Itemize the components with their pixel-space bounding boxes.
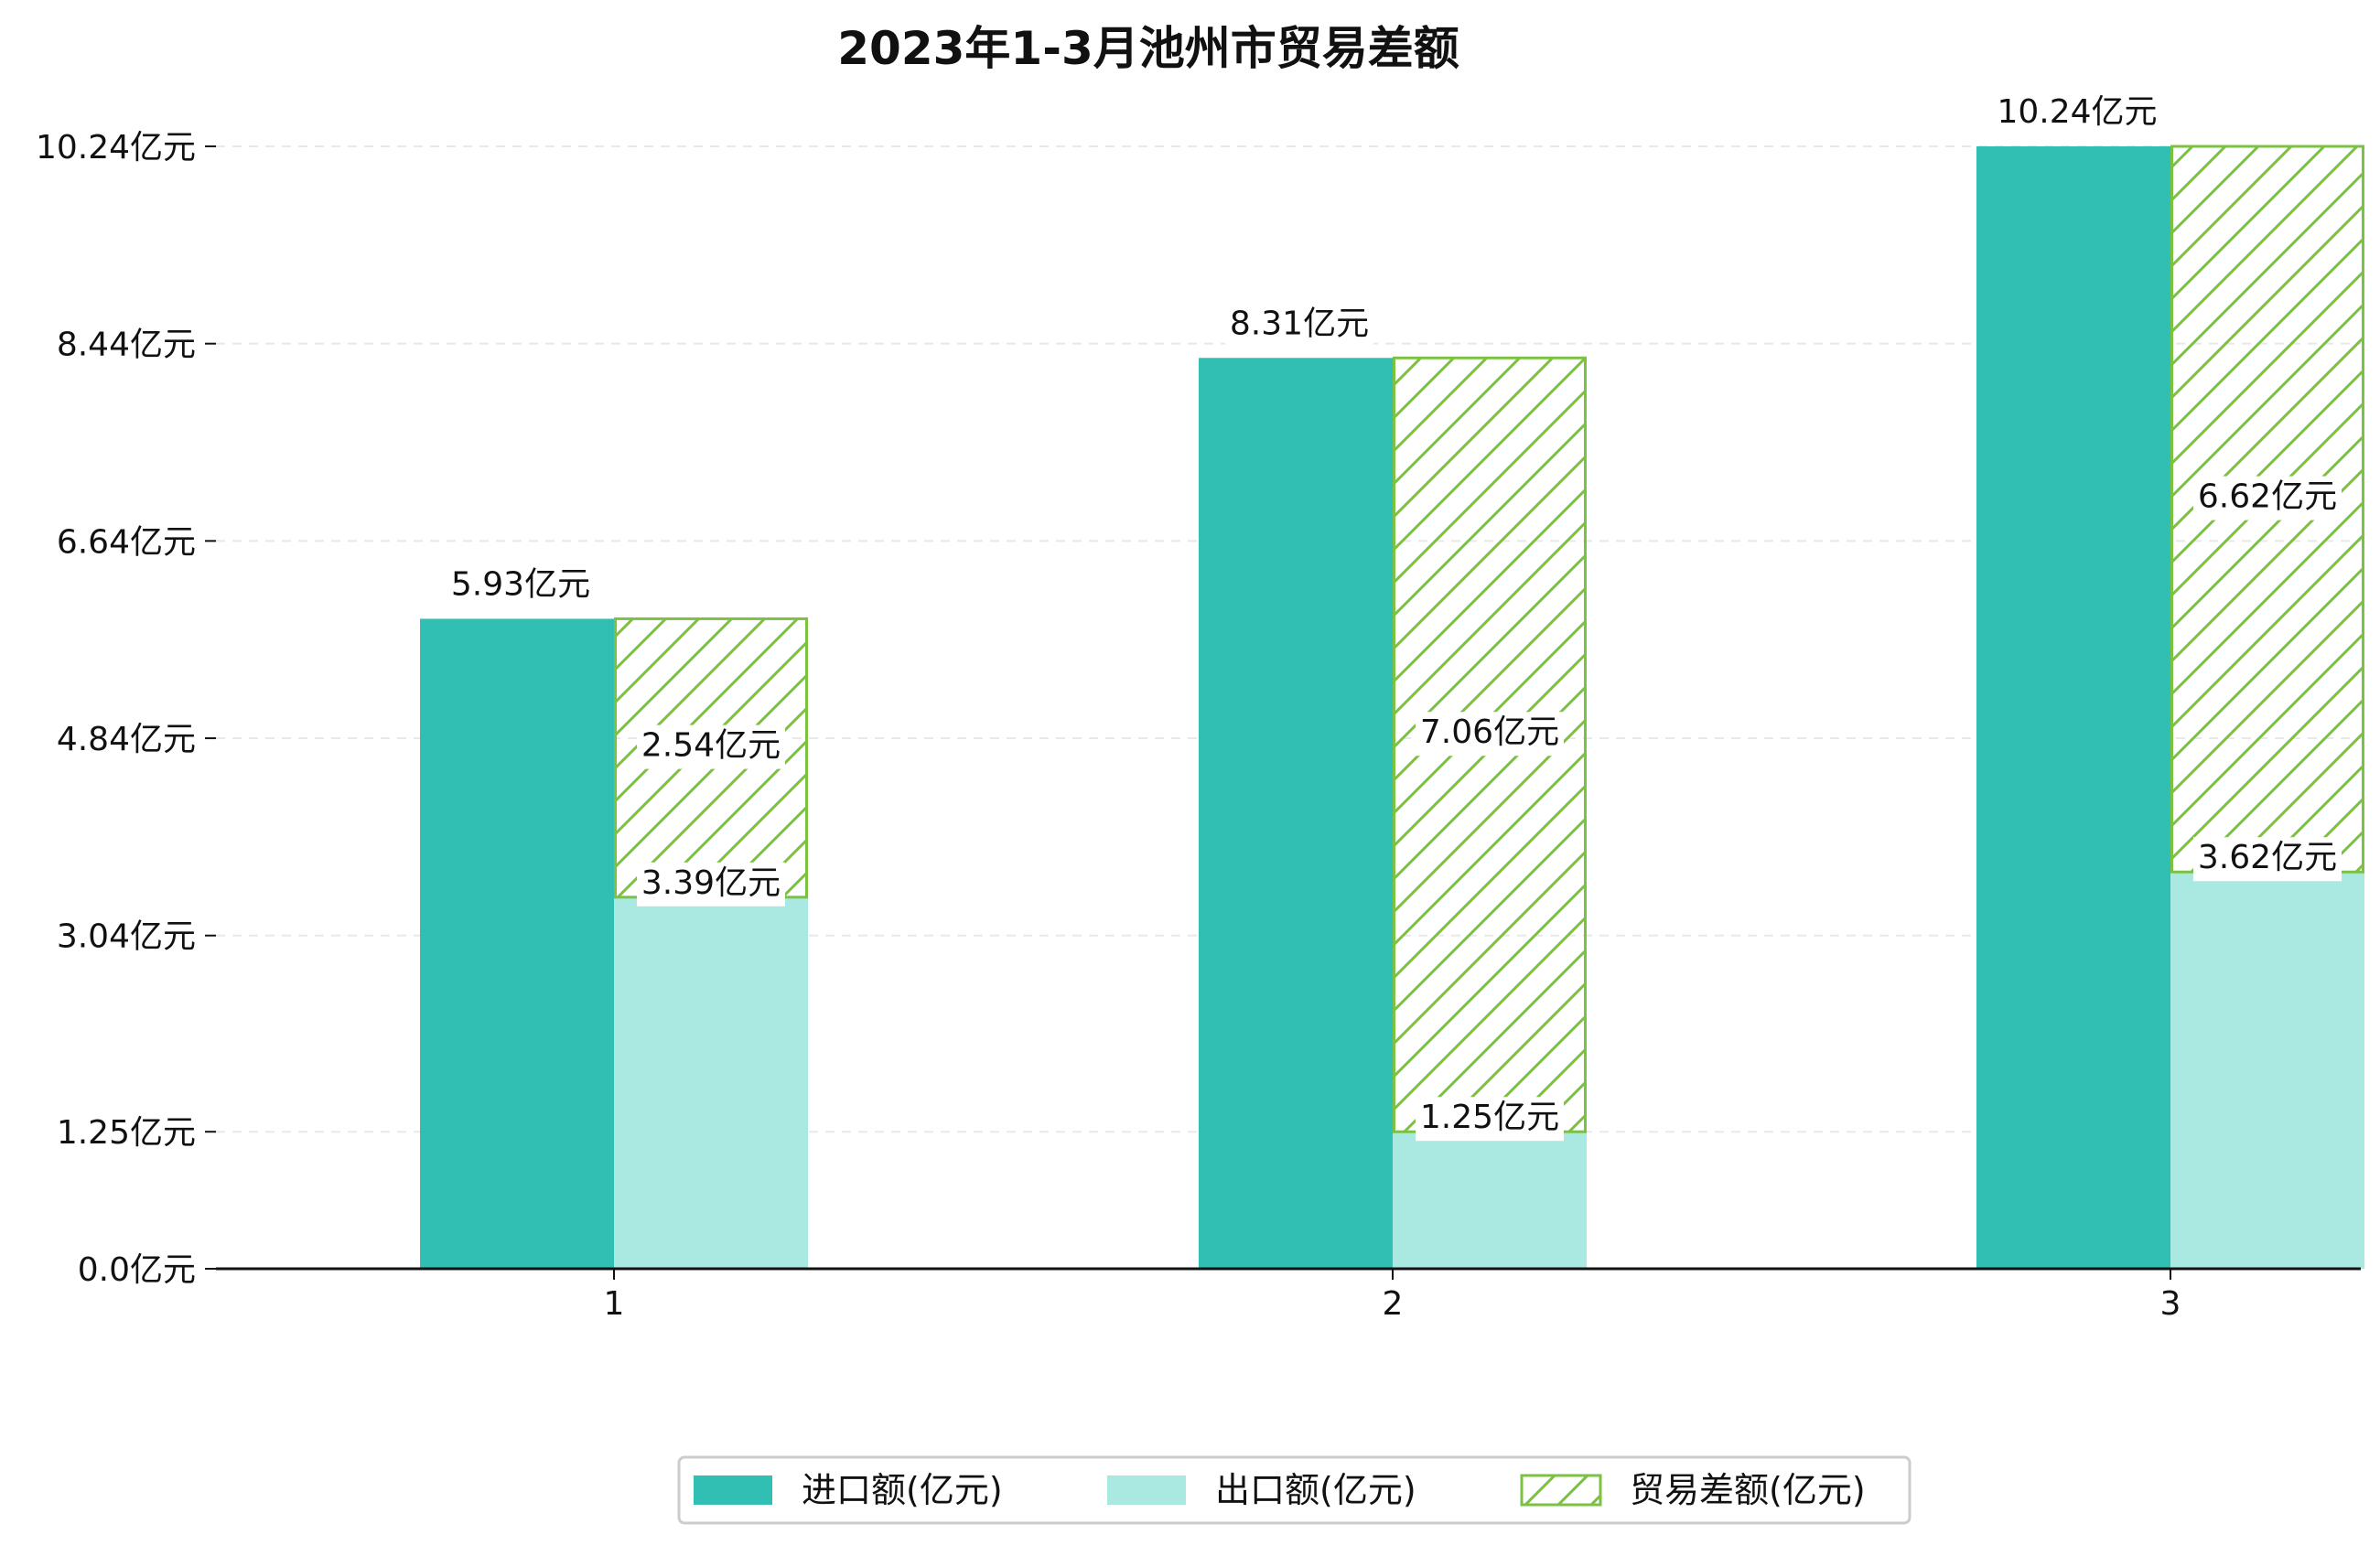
- legend-label: 进口额(亿元): [802, 1470, 1003, 1510]
- legend: 进口额(亿元) 出口额(亿元) 贸易差额(亿元): [677, 1455, 1912, 1525]
- legend-swatch: [1107, 1475, 1186, 1505]
- y-tick-label: 0.0亿元: [78, 1251, 196, 1289]
- data-label: 6.62亿元: [2198, 478, 2337, 516]
- data-label: 7.06亿元: [1420, 713, 1559, 751]
- y-tick-label: 6.64亿元: [57, 523, 196, 561]
- x-tick-label: 1: [604, 1285, 625, 1323]
- data-label-background: [1416, 1097, 1564, 1142]
- y-tick-label: 1.25亿元: [57, 1114, 196, 1152]
- bar-import: [1976, 146, 2170, 1269]
- data-label-background: [2193, 476, 2342, 520]
- legend-swatch: [694, 1475, 772, 1505]
- y-tick-label: 10.24亿元: [36, 129, 196, 166]
- legend-swatch: [1520, 1474, 1602, 1507]
- legend-label: 贸易差额(亿元): [1630, 1470, 1866, 1510]
- data-label-background: [637, 862, 785, 907]
- axes: 0.0亿元 1.25亿元 3.04亿元 4.84亿元 6.64亿元 8.44亿元 10.24…: [36, 129, 2361, 1323]
- y-tick-label: 3.04亿元: [57, 918, 196, 956]
- data-label: 1.25亿元: [1420, 1099, 1559, 1136]
- data-label: 3.39亿元: [641, 864, 781, 902]
- chart-title: 2023年1-3月池州市贸易差额: [837, 22, 1459, 75]
- data-label-background: [637, 724, 785, 769]
- data-label: 8.31亿元: [1230, 305, 1369, 342]
- bar-export: [1393, 1132, 1587, 1269]
- data-label-background: [1416, 712, 1564, 756]
- data-label-background: [1225, 303, 1373, 348]
- data-label-background: [2193, 837, 2342, 882]
- y-tick-label: 8.44亿元: [57, 327, 196, 364]
- y-tick-label: 4.84亿元: [57, 721, 196, 758]
- bar-import: [420, 618, 614, 1269]
- x-tick-label: 2: [1383, 1285, 1404, 1323]
- data-label: 3.62亿元: [2198, 839, 2337, 876]
- data-label-background: [447, 563, 595, 608]
- bar-export: [2170, 872, 2364, 1269]
- data-label: 2.54亿元: [641, 727, 781, 765]
- legend-box: [677, 1455, 1912, 1525]
- data-labels: 5.93亿元 3.39亿元 2.54亿元 8.31亿元 1.25亿元 7.06亿元 10.2…: [447, 91, 2342, 1142]
- legend-label: 出口额(亿元): [1215, 1470, 1416, 1510]
- bars: [420, 145, 2364, 1269]
- bar-import: [1199, 358, 1393, 1269]
- data-label-background: [1993, 91, 2161, 135]
- data-label: 5.93亿元: [451, 565, 590, 603]
- data-label: 10.24亿元: [1997, 93, 2157, 131]
- bar-export: [614, 896, 808, 1269]
- x-tick-label: 3: [2160, 1285, 2181, 1323]
